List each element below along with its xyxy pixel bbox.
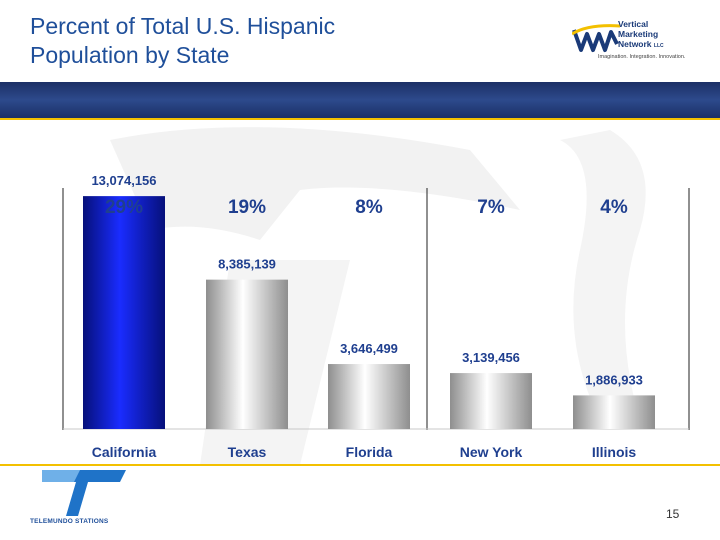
vertical-marketing-network-logo: Vertical Marketing Network LLC Imaginati…	[566, 12, 696, 68]
vmn-brand-suffix: LLC	[653, 43, 664, 49]
value-label-california: 13,074,156	[91, 173, 156, 188]
bar-texas	[206, 279, 288, 429]
page-title: Percent of Total U.S. Hispanic Populatio…	[30, 12, 335, 70]
page-title-line-1: Percent of Total U.S. Hispanic	[30, 13, 336, 39]
telemundo-t-logo-icon	[42, 470, 126, 516]
percent-label-new-york: 7%	[477, 197, 505, 218]
page-title-line-2: Population by State	[30, 42, 230, 68]
bar-illinois	[573, 395, 655, 429]
page-number: 15	[666, 507, 680, 521]
vmn-wave-logo-icon	[572, 24, 621, 52]
vmn-brand-line-3: Network LLC	[618, 39, 664, 49]
hispanic-population-bar-chart: 29% 13,074,156 California 19% 8,385,139 Texas…	[62, 173, 690, 460]
bar-california	[83, 196, 165, 429]
percent-label-illinois: 4%	[600, 197, 628, 218]
footer-accent-line	[0, 464, 720, 466]
value-label-illinois: 1,886,933	[585, 372, 643, 387]
labels-group: 29% 13,074,156 California 19% 8,385,139 Texas…	[91, 173, 642, 460]
header-band	[0, 82, 720, 120]
category-label-california: California	[92, 444, 157, 460]
vmn-brand-name: Vertical Marketing Network LLC	[618, 19, 694, 51]
value-label-new-york: 3,139,456	[462, 350, 520, 365]
telemundo-stations-logo: TELEMUNDO STATIONS	[30, 466, 160, 536]
category-label-texas: Texas	[228, 444, 267, 460]
bar-florida	[328, 364, 410, 429]
category-label-florida: Florida	[346, 444, 393, 460]
percent-label-texas: 19%	[228, 197, 266, 218]
category-label-illinois: Illinois	[592, 444, 637, 460]
vmn-tagline: Imagination. Integration. Innovation.	[598, 54, 686, 60]
percent-label-florida: 8%	[355, 197, 383, 218]
value-label-texas: 8,385,139	[218, 257, 276, 272]
vmn-brand-line-2: Marketing	[618, 29, 659, 39]
vmn-brand-line-1: Vertical	[618, 19, 649, 29]
category-label-new-york: New York	[460, 444, 523, 460]
bar-new-york	[450, 373, 532, 429]
percent-label-california: 29%	[105, 197, 143, 218]
telemundo-stations-label: TELEMUNDO STATIONS	[30, 518, 109, 525]
value-label-florida: 3,646,499	[340, 341, 398, 356]
column-dividers	[62, 188, 690, 430]
bars-group	[83, 196, 655, 429]
